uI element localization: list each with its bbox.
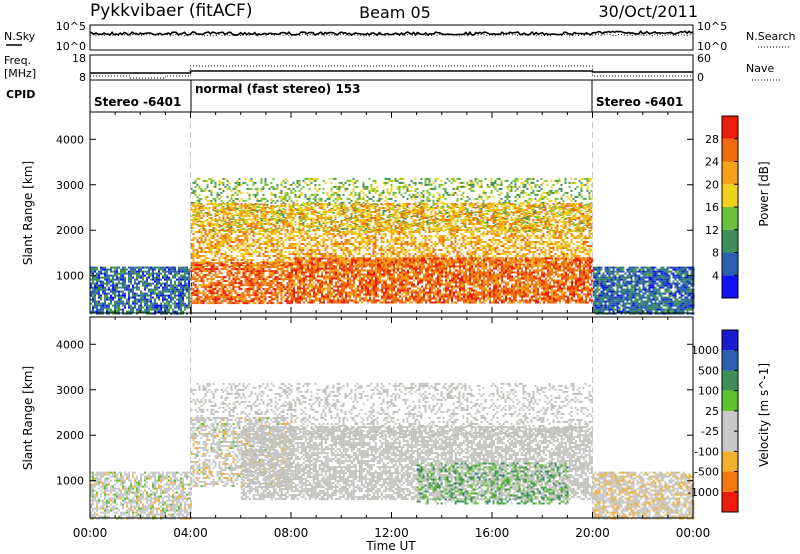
y-tick-label: 2000 <box>56 429 84 442</box>
power-region-5 <box>191 262 293 304</box>
velocity-xlabel: Time UT <box>365 539 416 553</box>
power-colorbar-tick-label: 12 <box>705 224 719 237</box>
y-tick-label: 2000 <box>56 224 84 237</box>
y-tick-label: 4000 <box>56 133 84 146</box>
cpid-segment-3: Stereo -6401 <box>596 95 683 109</box>
power-colorbar-swatch <box>722 207 738 230</box>
velocity-colorbar-swatch <box>722 472 738 492</box>
velocity-colorbar-tick-label: 100 <box>698 385 719 398</box>
power-colorbar-swatch <box>722 139 738 162</box>
velocity-colorbar-swatch <box>722 370 738 390</box>
nave-tick-top: 60 <box>697 52 711 65</box>
y-tick-label: 4000 <box>56 338 84 351</box>
nsearch-label: N.Search <box>746 30 796 43</box>
freq-unit-label: [MHz] <box>4 67 36 80</box>
freq-tick-top: 18 <box>72 52 86 65</box>
cpid-label: CPID <box>6 88 35 101</box>
nsky-label: N.Sky <box>4 30 36 43</box>
freq-label: Freq. <box>4 54 31 67</box>
power-colorbar-swatch <box>722 253 738 276</box>
velocity-colorbar: -1000 -500 -100 -25 25 100 500 1000 <box>687 330 738 512</box>
site-title: Pykkvibaer (fitACF) <box>90 1 252 21</box>
nsearch-tick-top: 10^5 <box>697 20 727 33</box>
velocity-colorbar-swatch <box>722 451 738 471</box>
power-colorbar-tick-label: 24 <box>705 156 719 169</box>
velocity-region-5 <box>241 426 593 500</box>
y-tick-label: 1000 <box>56 475 84 488</box>
velocity-colorbar-label: Velocity [m s^-1] <box>757 363 771 467</box>
x-tick-label: 04:00 <box>173 526 208 540</box>
velocity-colorbar-swatch <box>722 411 738 431</box>
velocity-colorbar-swatch <box>722 492 738 512</box>
power-colorbar-swatch <box>722 116 738 139</box>
x-tick-label: 00:00 <box>73 526 108 540</box>
freq-trace <box>90 71 693 73</box>
power-colorbar-swatch <box>722 162 738 185</box>
power-colorbar-swatch <box>722 275 738 298</box>
y-tick-label: 1000 <box>56 270 84 283</box>
power-colorbar-tick-label: 28 <box>705 133 719 146</box>
y-tick-label: 3000 <box>56 384 84 397</box>
power-region-1 <box>90 267 192 315</box>
velocity-heatmap <box>90 317 695 520</box>
fitacf-summary-plot: Pykkvibaer (fitACF) Beam 05 30/Oct/2011 … <box>0 0 800 554</box>
velocity-colorbar-label-text: Velocity [m s^-1] <box>757 363 771 467</box>
x-tick-label: 08:00 <box>274 526 309 540</box>
velocity-colorbar-swatch <box>722 330 738 350</box>
date-title: 30/Oct/2011 <box>598 2 698 21</box>
nave-tick-bottom: 0 <box>697 71 704 84</box>
power-colorbar-tick-label: 4 <box>712 269 719 282</box>
freq-tick-bottom: 8 <box>79 71 86 84</box>
velocity-colorbar-tick-label: 25 <box>705 405 719 418</box>
velocity-colorbar-tick-label: -100 <box>694 445 719 458</box>
x-tick-label: 00:00 <box>676 526 711 540</box>
velocity-ylabel: Slant Range [km] <box>21 366 35 470</box>
cpid-segment-1: Stereo -6401 <box>94 95 181 109</box>
power-ylabel: Slant Range [km] <box>21 161 35 265</box>
noise-panel-frame <box>90 25 693 50</box>
velocity-colorbar-tick-label: -25 <box>701 425 719 438</box>
power-colorbar-swatch <box>722 230 738 253</box>
velocity-colorbar-tick-label: -1000 <box>687 486 719 499</box>
velocity-colorbar-tick-label: 1000 <box>691 344 719 357</box>
velocity-colorbar-swatch <box>722 350 738 370</box>
power-heatmap <box>90 112 695 315</box>
power-colorbar-tick-label: 16 <box>705 201 719 214</box>
velocity-colorbar-swatch <box>722 431 738 451</box>
power-colorbar-tick-label: 20 <box>705 178 719 191</box>
velocity-colorbar-tick-label: 500 <box>698 364 719 377</box>
beam-title: Beam 05 <box>359 3 431 22</box>
power-region-6 <box>291 258 593 304</box>
velocity-colorbar-tick-label: -500 <box>694 466 719 479</box>
velocity-region-2 <box>593 472 695 520</box>
x-tick-label: 16:00 <box>475 526 510 540</box>
power-colorbar-label: Power [dB] <box>757 161 771 226</box>
power-colorbar-swatch <box>722 184 738 207</box>
y-tick-label: 3000 <box>56 179 84 192</box>
nsky-tick-top: 10^5 <box>56 20 86 33</box>
velocity-colorbar-swatch <box>722 391 738 411</box>
power-colorbar: 4 8 12 16 20 24 28 <box>705 116 738 298</box>
x-tick-label: 20:00 <box>575 526 610 540</box>
velocity-region-1 <box>90 472 192 520</box>
x-tick-label: 12:00 <box>374 526 409 540</box>
nave-label: Nave <box>746 62 774 75</box>
power-region-2 <box>593 267 695 315</box>
cpid-segment-2: normal (fast stereo) 153 <box>195 82 361 96</box>
freq-panel-frame <box>90 55 693 80</box>
power-colorbar-tick-label: 8 <box>712 247 719 260</box>
